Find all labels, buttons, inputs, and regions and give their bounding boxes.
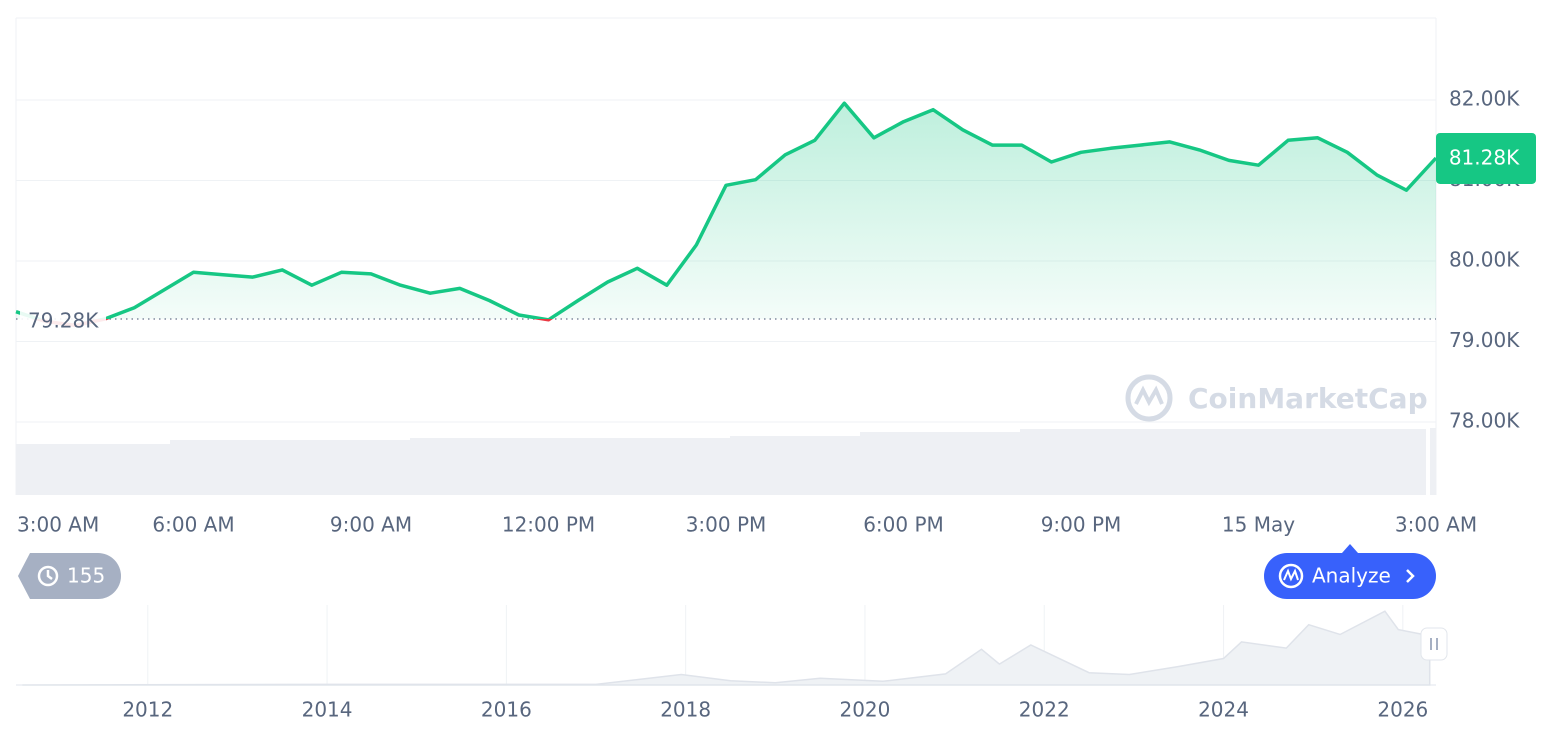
x-tick-label: 2018 bbox=[660, 698, 711, 722]
x-tick-label: 3:00 AM bbox=[17, 513, 99, 537]
history-count: 155 bbox=[67, 564, 105, 588]
watermark: CoinMarketCap bbox=[1125, 374, 1428, 422]
price-area bbox=[16, 103, 1436, 326]
y-tick-label: 82.00K bbox=[1449, 87, 1520, 111]
watermark-text: CoinMarketCap bbox=[1188, 382, 1428, 415]
current-price-label: 81.28K bbox=[1449, 145, 1520, 169]
navigator-handle[interactable] bbox=[1420, 627, 1448, 661]
x-tick-label: 12:00 PM bbox=[502, 513, 595, 537]
analyze-label: Analyze bbox=[1312, 564, 1391, 588]
x-tick-label: 2016 bbox=[481, 698, 532, 722]
x-tick-label: 2024 bbox=[1198, 698, 1249, 722]
x-tick-label: 9:00 PM bbox=[1041, 513, 1122, 537]
x-tick-label: 15 May bbox=[1222, 513, 1295, 537]
x-tick-label: 2020 bbox=[839, 698, 890, 722]
x-tick-label: 6:00 AM bbox=[152, 513, 234, 537]
x-tick-label: 2022 bbox=[1019, 698, 1070, 722]
y-tick-label: 78.00K bbox=[1449, 409, 1520, 433]
navigator: 2012 2014 2016 2018 2020 2022 2024 2026 bbox=[16, 605, 1436, 722]
reference-label: 79.28K bbox=[28, 308, 99, 332]
x-tick-label: 6:00 PM bbox=[863, 513, 944, 537]
y-tick-label: 80.00K bbox=[1449, 248, 1520, 272]
x-tick-label: 3:00 AM bbox=[1395, 513, 1477, 537]
analyze-button[interactable]: Analyze bbox=[1264, 544, 1436, 599]
price-line bbox=[15, 101, 1438, 328]
volume-bars bbox=[16, 429, 1426, 495]
reference-label-bg bbox=[20, 304, 106, 333]
current-price-badge bbox=[1436, 132, 1536, 184]
volume-bar bbox=[1430, 428, 1436, 495]
x-tick-label: 3:00 PM bbox=[686, 513, 767, 537]
x-tick-label: 9:00 AM bbox=[330, 513, 412, 537]
x-tick-label: 2026 bbox=[1377, 698, 1428, 722]
x-tick-label: 2012 bbox=[122, 698, 173, 722]
y-tick-label: 79.00K bbox=[1449, 328, 1520, 352]
history-area bbox=[22, 610, 1431, 686]
history-badge[interactable]: 155 bbox=[18, 553, 121, 599]
x-tick-label: 2014 bbox=[302, 698, 353, 722]
